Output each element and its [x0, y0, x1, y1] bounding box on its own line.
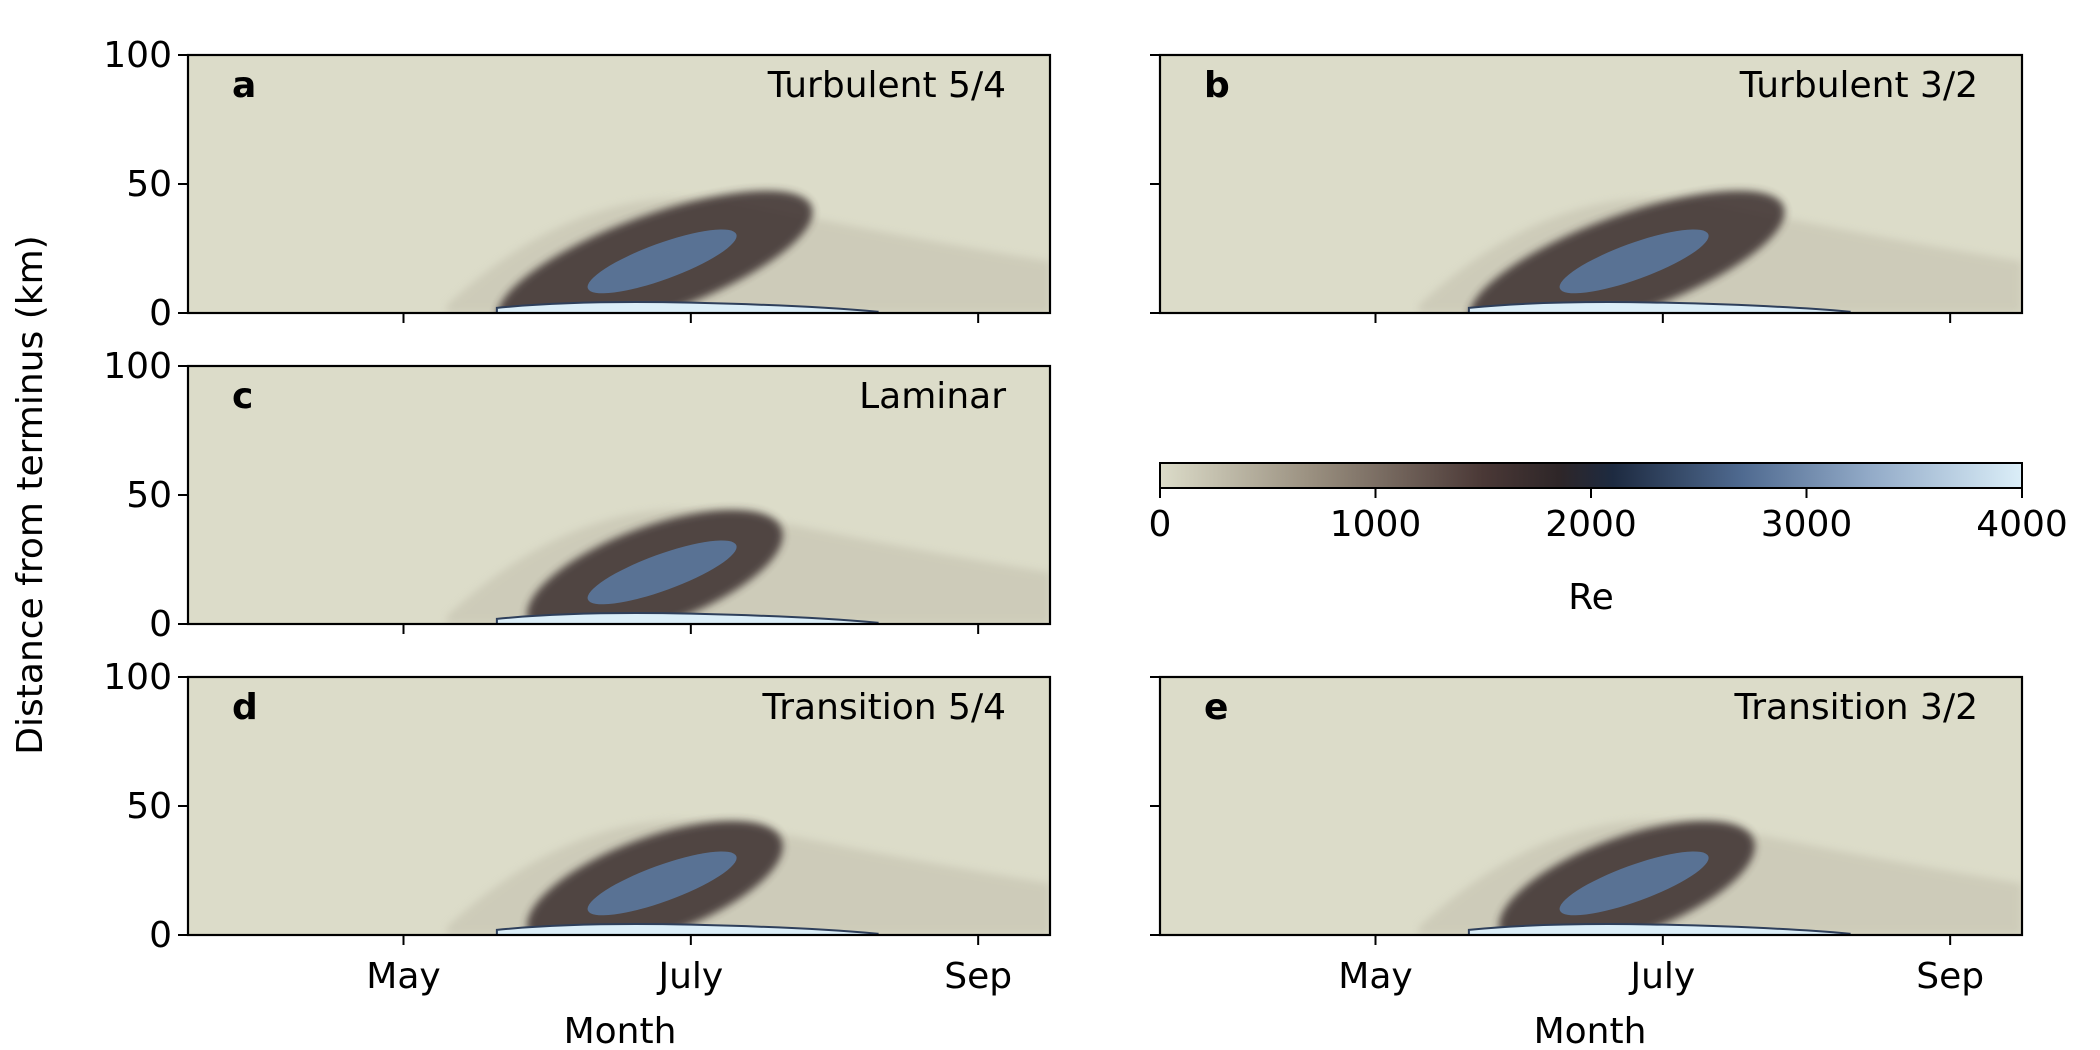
- y-tick-label: 0: [149, 293, 172, 334]
- colorbar-tick-label: 3000: [1761, 504, 1853, 545]
- panel-letter: d: [232, 687, 258, 728]
- y-tick-label: 100: [103, 35, 172, 76]
- panel-title: Turbulent 5/4: [767, 65, 1006, 106]
- x-axis-label-left: Month: [564, 1011, 677, 1050]
- heatmap-core: [1559, 851, 1709, 916]
- panel-c: 0 50 100 c Laminar: [103, 346, 1052, 645]
- heatmap-core: [587, 540, 737, 605]
- heatmap-core: [1559, 229, 1709, 294]
- panel-letter: c: [232, 376, 253, 417]
- heatmap-field: [188, 55, 1050, 313]
- y-tick-label: 50: [126, 786, 172, 827]
- panel-letter: a: [232, 65, 256, 106]
- y-tick-label: 0: [149, 604, 172, 645]
- x-tick-label: Sep: [944, 956, 1012, 997]
- heatmap-core: [587, 851, 737, 916]
- colorbar-tick-label: 0: [1149, 504, 1172, 545]
- heatmap-core: [587, 229, 737, 294]
- heatmap-field: [188, 366, 1050, 624]
- heatmap-terminus-band: [495, 923, 879, 935]
- y-tick-label: 100: [103, 657, 172, 698]
- colorbar-bar: [1159, 462, 2023, 489]
- x-tick-label: May: [366, 956, 440, 997]
- colorbar: 0 1000 2000 3000 4000 Re: [1149, 462, 2068, 618]
- panel-letter: b: [1204, 65, 1230, 106]
- panel-title: Transition 5/4: [762, 687, 1006, 728]
- panel-d: 0 50 100 May July Sep d Transition 5/4: [103, 657, 1052, 997]
- heatmap-terminus-band: [1467, 301, 1851, 313]
- x-tick-label: May: [1338, 956, 1412, 997]
- colorbar-tick-label: 1000: [1330, 504, 1422, 545]
- colorbar-tick-label: 2000: [1545, 504, 1637, 545]
- panel-b: b Turbulent 3/2: [1150, 53, 2024, 323]
- x-axis-label-right: Month: [1534, 1011, 1647, 1050]
- panel-title: Transition 3/2: [1734, 687, 1978, 728]
- panel-e: May July Sep e Transition 3/2: [1150, 675, 2024, 997]
- panel-letter: e: [1204, 687, 1228, 728]
- x-tick-label: July: [656, 956, 723, 997]
- panels-layer: 0 50 100 a Turbulent 5/4 b Turbulent 3/2 0 50 100…: [103, 35, 2024, 997]
- heatmap-field: [188, 677, 1050, 935]
- y-tick-label: 0: [149, 915, 172, 956]
- x-tick-label: Sep: [1916, 956, 1984, 997]
- panel-title: Laminar: [859, 376, 1006, 417]
- y-tick-label: 50: [126, 475, 172, 516]
- y-axis-label: Distance from terminus (km): [10, 235, 51, 754]
- colorbar-ticks: 0 1000 2000 3000 4000: [1149, 488, 2068, 545]
- colorbar-tick-label: 4000: [1976, 504, 2068, 545]
- panel-a: 0 50 100 a Turbulent 5/4: [103, 35, 1052, 334]
- x-tick-label: July: [1628, 956, 1695, 997]
- colorbar-label: Re: [1568, 577, 1614, 618]
- heatmap-field: [1160, 55, 2022, 313]
- y-tick-label: 100: [103, 346, 172, 387]
- heatmap-terminus-band: [495, 612, 879, 624]
- panel-title: Turbulent 3/2: [1739, 65, 1978, 106]
- heatmap-field: [1160, 677, 2022, 935]
- y-tick-label: 50: [126, 164, 172, 205]
- heatmap-terminus-band: [1467, 923, 1851, 935]
- heatmap-terminus-band: [495, 301, 879, 313]
